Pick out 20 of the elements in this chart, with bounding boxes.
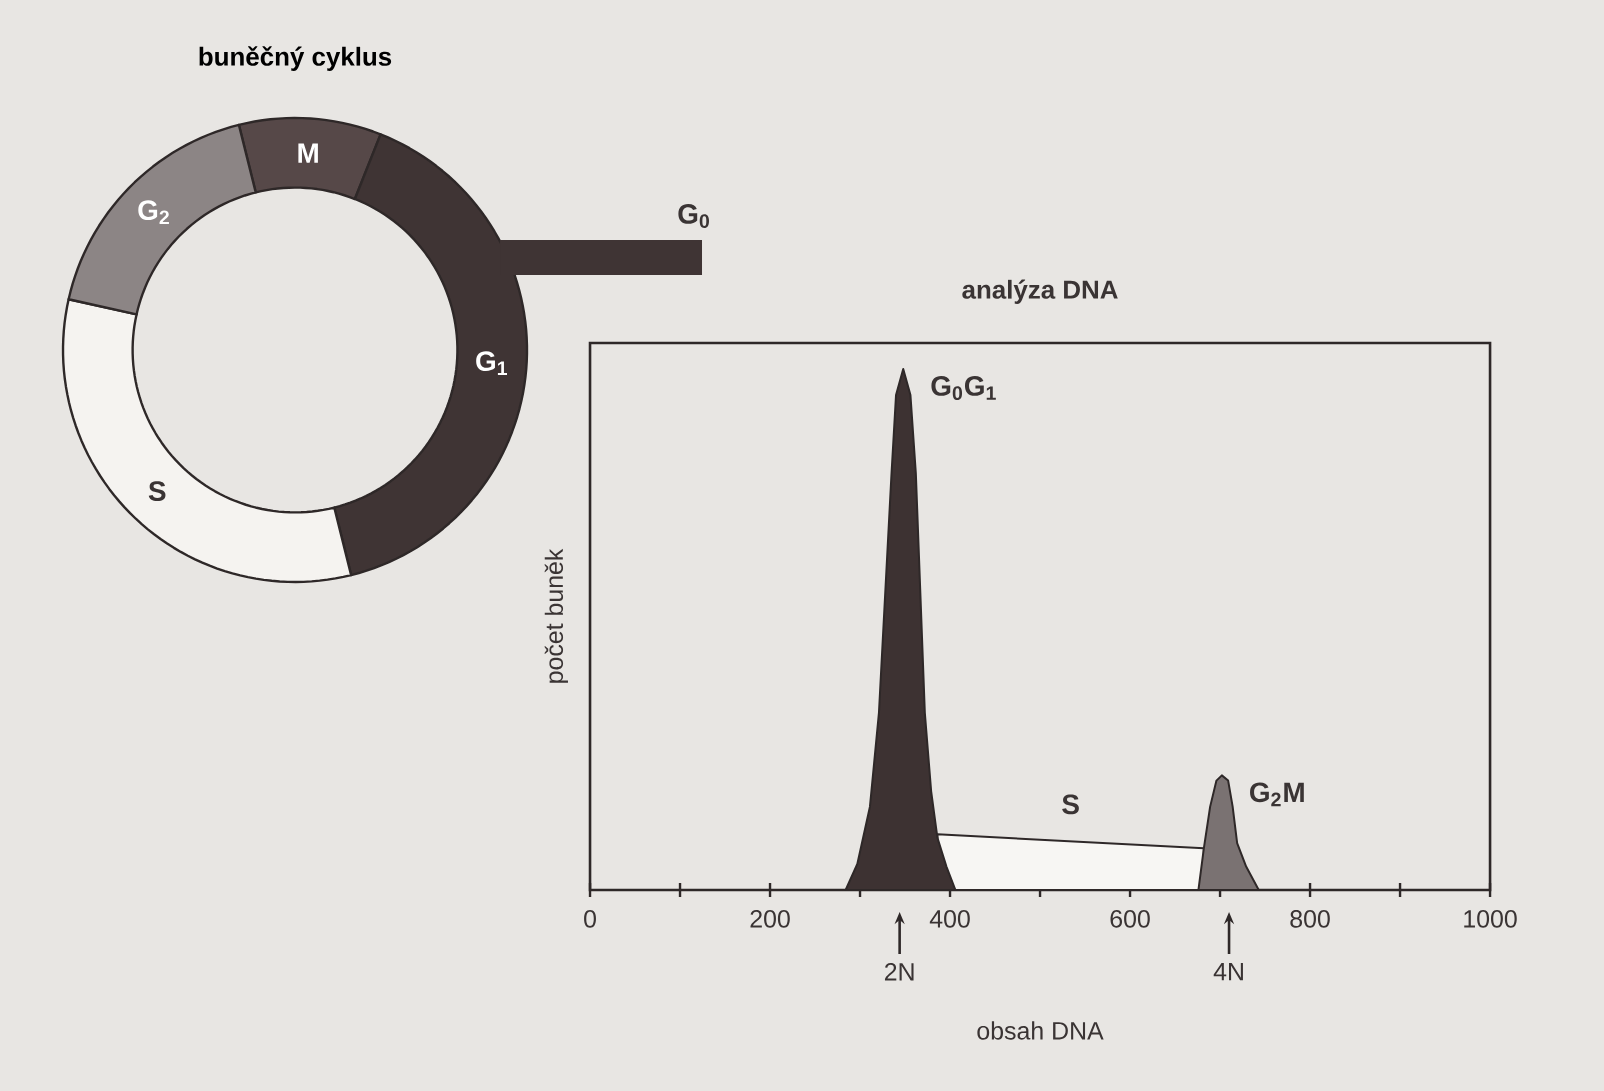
slice-label: S <box>148 481 166 501</box>
annotation: 4N <box>1213 963 1243 981</box>
series-label: S <box>1062 794 1079 815</box>
series-label: G$_{0}$G$_{1}$ <box>931 376 996 401</box>
x-tick-label: 200 <box>750 910 790 928</box>
slice-label: G$_{1}$ <box>476 351 508 375</box>
chart-title: buněčný cyklus <box>199 46 392 71</box>
x-tick-label: 400 <box>929 910 970 928</box>
x-axis-title: obsah DNA <box>977 1021 1104 1040</box>
x-tick-label: 0 <box>584 910 596 928</box>
y-axis-title: počet buněk <box>544 548 568 683</box>
slice-label: G$_{2}$ <box>138 200 169 225</box>
text: G$_{0}$ <box>678 203 709 228</box>
x-tick-label: 1000 <box>1464 910 1517 928</box>
chart-title: analýza DNA <box>962 279 1118 304</box>
x-tick-label: 800 <box>1290 910 1330 928</box>
series-label: G$_{2}$M <box>1250 782 1304 807</box>
slice-label: M <box>298 143 318 163</box>
x-tick-label: 600 <box>1110 910 1150 928</box>
annotation: 2N <box>884 963 914 981</box>
